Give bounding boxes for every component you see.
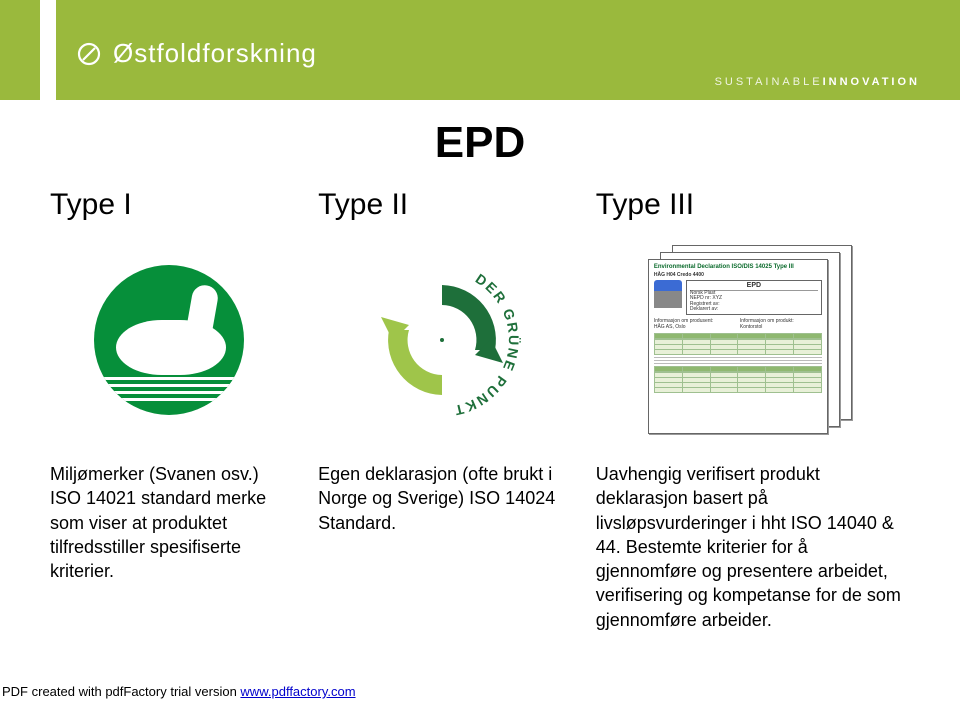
- footer: PDF created with pdfFactory trial versio…: [2, 684, 356, 699]
- col1-title: Type I: [50, 188, 288, 222]
- doc-table2-body: [654, 372, 822, 393]
- col3-text: Uavhengig verifisert produkt deklarasjon…: [596, 462, 910, 632]
- footer-prefix: PDF created with pdfFactory trial versio…: [2, 684, 240, 699]
- doc-heading: Environmental Declaration ISO/DIS 14025 …: [654, 264, 822, 270]
- header-stripe: [40, 0, 56, 100]
- page-title: EPD: [0, 118, 960, 168]
- column-type3: Type III Environmental Declaration ISO/D…: [596, 188, 910, 632]
- epd-document-stack-icon: Environmental Declaration ISO/DIS 14025 …: [648, 245, 858, 435]
- doc-chair-icon: [654, 280, 682, 308]
- col3-illustration: Environmental Declaration ISO/DIS 14025 …: [596, 240, 910, 440]
- col1-text: Miljømerker (Svanen osv.) ISO 14021 stan…: [50, 462, 288, 583]
- swan-ecolabel-icon: [94, 265, 244, 415]
- col2-title: Type II: [318, 188, 566, 222]
- column-type2: Type II DER GRÜNE PUNKT: [318, 188, 566, 632]
- columns-row: Type I Miljømerker (Svanen osv.) ISO 140…: [0, 188, 960, 632]
- col2-text: Egen deklarasjon (ofte brukt i Norge og …: [318, 462, 566, 535]
- doc-product: HÅG H04 Credo 4400: [654, 272, 822, 278]
- logo: Østfoldforskning: [75, 38, 317, 69]
- doc-extra-lines: [654, 357, 822, 364]
- col2-illustration: DER GRÜNE PUNKT: [318, 240, 566, 440]
- doc-table-body: [654, 339, 822, 355]
- grune-punkt-icon: DER GRÜNE PUNKT: [357, 255, 527, 425]
- footer-link[interactable]: www.pdffactory.com: [240, 684, 355, 699]
- col3-title: Type III: [596, 188, 910, 222]
- tagline: SUSTAINABLEINNOVATION: [715, 76, 920, 88]
- tagline-bold: INNOVATION: [823, 76, 920, 88]
- tagline-light: SUSTAINABLE: [715, 76, 823, 88]
- logo-text: Østfoldforskning: [113, 38, 317, 69]
- column-type1: Type I Miljømerker (Svanen osv.) ISO 140…: [50, 188, 288, 632]
- logo-icon: [75, 40, 103, 68]
- header-bar: Østfoldforskning SUSTAINABLEINNOVATION: [0, 0, 960, 100]
- doc-epd-box: EPD Norsk Plast NEPD nr: XYZ Registrert …: [686, 280, 822, 315]
- col1-illustration: [50, 240, 288, 440]
